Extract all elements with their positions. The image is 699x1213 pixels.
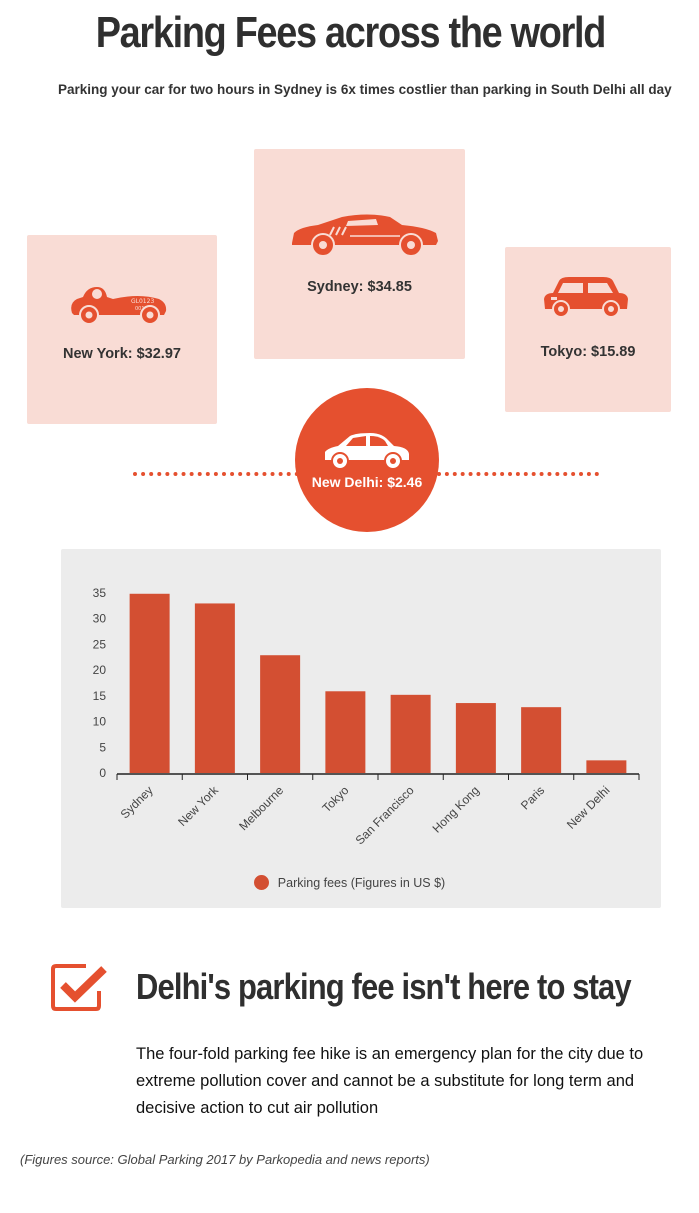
x-tick-label: San Francisco [353, 783, 417, 847]
checkbox-checked-icon [51, 964, 107, 1011]
callout-body: The four-fold parking fee hike is an eme… [136, 1045, 644, 1117]
svg-text:GL0123: GL0123 [131, 298, 154, 305]
x-tick-label: Melbourne [236, 783, 286, 833]
y-tick-label: 25 [93, 637, 107, 651]
x-tick-label: New York [175, 783, 221, 829]
card-tokyo: Tokyo: $15.89 [505, 247, 671, 412]
vintage-car-icon: GL0123 00127 [71, 287, 167, 325]
y-tick-label: 10 [93, 715, 107, 729]
y-tick-label: 0 [99, 766, 106, 780]
source-note: (Figures source: Global Parking 2017 by … [20, 1152, 430, 1167]
callout-heading: Delhi's parking fee isn't here to stay [136, 966, 632, 1007]
bar [390, 694, 431, 773]
bar [586, 760, 627, 773]
y-tick-label: 35 [93, 586, 107, 600]
dotted-divider-right [437, 472, 599, 476]
legend-dot [253, 875, 269, 890]
mini-car-icon [544, 277, 628, 318]
page-title: Parking Fees across the world [95, 8, 607, 57]
bar-chart: 0 5 10 15 20 25 30 35 Sydney New York Melbourne Tok… [93, 586, 640, 847]
bar [325, 691, 366, 773]
bar [455, 703, 496, 773]
bar [260, 655, 301, 773]
chart-legend: Parking fees (Figures in US $) [0, 875, 699, 890]
y-tick-label: 5 [99, 740, 106, 754]
x-tick-label: Hong Kong [430, 783, 482, 835]
legend-label: Parking fees (Figures in US $) [277, 876, 446, 890]
x-tick-label: Sydney [118, 783, 156, 821]
x-tick-label: Tokyo [319, 783, 351, 815]
new-delhi-badge: New Delhi: $2.46 [295, 388, 439, 532]
y-tick-label: 20 [93, 663, 107, 677]
x-tick-label: New Delhi [564, 783, 613, 832]
chart-panel: 0 5 10 15 20 25 30 35 Sydney New York Melbourne Tok… [61, 549, 661, 908]
card-new-york: GL0123 00127 New York: $32.97 [27, 235, 217, 424]
card-label-new-delhi: New Delhi: $2.46 [311, 474, 423, 490]
y-tick-label: 15 [93, 689, 107, 703]
card-label-new-york: New York: $32.97 [63, 346, 181, 362]
sports-car-icon [292, 214, 438, 257]
sedan-car-icon [325, 433, 409, 470]
card-label-tokyo: Tokyo: $15.89 [540, 344, 636, 360]
bar [521, 707, 562, 773]
bar [194, 603, 235, 773]
card-sydney: Sydney: $34.85 [254, 149, 465, 359]
bar [129, 593, 170, 773]
x-tick-label: Paris [518, 783, 547, 812]
page-subtitle: Parking your car for two hours in Sydney… [58, 82, 672, 97]
card-label-sydney: Sydney: $34.85 [307, 279, 412, 295]
dotted-divider-left [133, 472, 299, 476]
y-tick-label: 30 [93, 612, 107, 626]
